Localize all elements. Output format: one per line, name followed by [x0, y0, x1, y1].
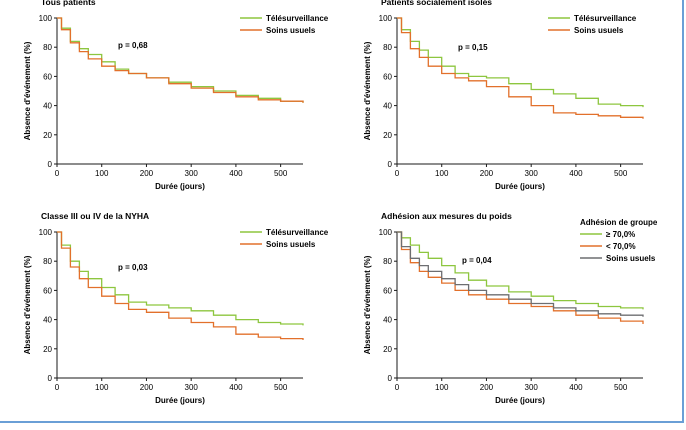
panel4-y-tick-label: 20 — [383, 345, 392, 354]
panel2-series-line-2 — [397, 17, 644, 119]
panel3-legend-label-1: Télésurveillance — [266, 228, 329, 237]
panel1-x-axis-label: Durée (jours) — [155, 182, 205, 191]
panel3-x-tick-label: 200 — [140, 383, 154, 392]
panel3-y-tick-label: 20 — [43, 345, 52, 354]
panel3-y-tick-label: 80 — [43, 257, 52, 266]
panel4-y-tick-label: 40 — [383, 316, 392, 325]
panel3-x-tick-label: 0 — [55, 383, 60, 392]
panel1-x-tick-label: 400 — [229, 169, 243, 178]
panel1-x-tick-label: 500 — [274, 169, 288, 178]
panel2-x-tick-label: 100 — [435, 169, 449, 178]
panel1-y-tick-label: 40 — [43, 102, 52, 111]
panel2-y-tick-label: 60 — [383, 72, 392, 81]
panel3-title: Classe III ou IV de la NYHA — [41, 211, 149, 221]
panel4-y-tick-label: 60 — [383, 286, 392, 295]
panel2-x-tick-label: 300 — [525, 169, 539, 178]
panel4-x-tick-label: 100 — [435, 383, 449, 392]
panel1-y-axis-label: Absence d'événement (%) — [23, 41, 32, 140]
panel4-legend-title: Adhésion de groupe — [580, 218, 658, 227]
panel4-y-tick-label: 100 — [379, 228, 393, 237]
panel1-title: Tous patients — [41, 0, 96, 7]
panel1-x-tick-label: 200 — [140, 169, 154, 178]
panel1-y-tick-label: 100 — [39, 14, 53, 23]
panel4-legend-label-2: < 70,0% — [606, 242, 636, 251]
panel4-legend-label-3: Soins usuels — [606, 254, 656, 263]
panel1-legend-label-2: Soins usuels — [266, 26, 316, 35]
panel2-x-tick-label: 500 — [614, 169, 628, 178]
panel2-y-tick-label: 40 — [383, 102, 392, 111]
panel1-legend-label-1: Télésurveillance — [266, 14, 329, 23]
panel1-x-tick-label: 100 — [95, 169, 109, 178]
panel4-p-value: p = 0,04 — [462, 256, 492, 265]
panel3-legend-label-2: Soins usuels — [266, 240, 316, 249]
panel3-y-axis-label: Absence d'événement (%) — [23, 255, 32, 354]
panel2-x-tick-label: 0 — [395, 169, 400, 178]
panel4-x-tick-label: 400 — [569, 383, 583, 392]
panel2-y-tick-label: 0 — [388, 160, 393, 169]
panel1-y-tick-label: 0 — [48, 160, 53, 169]
panel4-y-axis-label: Absence d'événement (%) — [363, 255, 372, 354]
panel4-y-tick-label: 0 — [388, 374, 393, 383]
panel3-x-tick-label: 400 — [229, 383, 243, 392]
panel1-y-tick-label: 60 — [43, 72, 52, 81]
panel1-x-tick-label: 300 — [185, 169, 199, 178]
panel3-x-tick-label: 100 — [95, 383, 109, 392]
panel4-y-tick-label: 80 — [383, 257, 392, 266]
panel2-legend-label-1: Télésurveillance — [574, 14, 637, 23]
panel4-title: Adhésion aux mesures du poids — [381, 211, 512, 221]
panel3-y-tick-label: 60 — [43, 286, 52, 295]
panel4-series-line-1 — [397, 231, 644, 310]
panel1-p-value: p = 0,68 — [118, 41, 148, 50]
panel4-x-tick-label: 300 — [525, 383, 539, 392]
panel3-series-line-2 — [57, 231, 304, 340]
panel2-p-value: p = 0,15 — [458, 43, 488, 52]
panel4-series-line-3 — [397, 231, 644, 317]
panel2-y-tick-label: 80 — [383, 43, 392, 52]
panel2-legend-label-2: Soins usuels — [574, 26, 624, 35]
panel1-x-tick-label: 0 — [55, 169, 60, 178]
panel1-y-tick-label: 80 — [43, 43, 52, 52]
panel3-y-tick-label: 100 — [39, 228, 53, 237]
panel3-p-value: p = 0,03 — [118, 263, 148, 272]
panel4-x-axis-label: Durée (jours) — [495, 396, 545, 405]
panel2-y-tick-label: 20 — [383, 131, 392, 140]
panel2-series-line-1 — [397, 17, 644, 108]
panel3-x-tick-label: 300 — [185, 383, 199, 392]
panel3-x-tick-label: 500 — [274, 383, 288, 392]
panel3-x-axis-label: Durée (jours) — [155, 396, 205, 405]
panel2-x-tick-label: 200 — [480, 169, 494, 178]
panel4-x-tick-label: 500 — [614, 383, 628, 392]
panel2-x-tick-label: 400 — [569, 169, 583, 178]
panel2-y-axis-label: Absence d'événement (%) — [363, 41, 372, 140]
panel1-y-tick-label: 20 — [43, 131, 52, 140]
panel2-y-tick-label: 100 — [379, 14, 393, 23]
panel4-legend-label-1: ≥ 70,0% — [606, 230, 635, 239]
panel2-title: Patients socialement isolés — [381, 0, 492, 7]
panel4-x-tick-label: 0 — [395, 383, 400, 392]
panel1-series-line-2 — [57, 17, 304, 103]
panel3-y-tick-label: 0 — [48, 374, 53, 383]
panel2-x-axis-label: Durée (jours) — [495, 182, 545, 191]
panel3-series-line-1 — [57, 231, 304, 326]
panel4-x-tick-label: 200 — [480, 383, 494, 392]
panel3-y-tick-label: 40 — [43, 316, 52, 325]
